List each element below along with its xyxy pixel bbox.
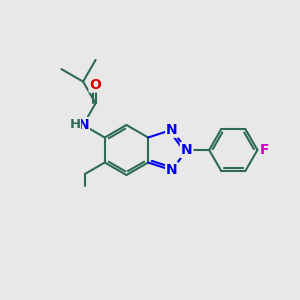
Text: N: N: [77, 118, 89, 132]
Text: N: N: [166, 123, 178, 137]
Text: N: N: [181, 143, 192, 157]
Text: O: O: [90, 77, 101, 92]
Text: N: N: [166, 163, 178, 177]
Text: H: H: [69, 118, 80, 131]
Text: F: F: [260, 143, 270, 157]
